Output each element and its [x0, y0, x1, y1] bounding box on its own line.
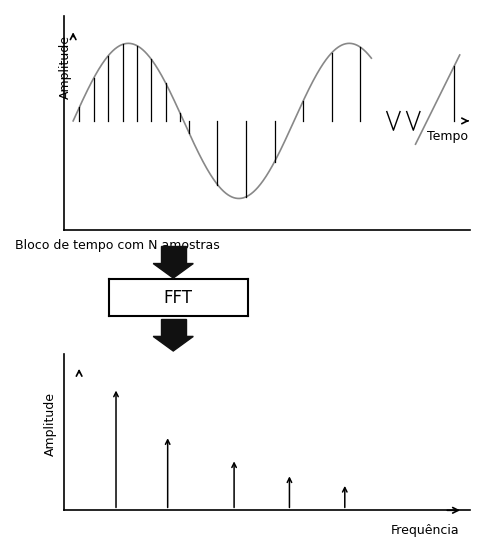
Text: FFT: FFT — [164, 288, 193, 307]
Text: Amplitude: Amplitude — [44, 392, 56, 456]
Text: Bloco de tempo com N amostras: Bloco de tempo com N amostras — [15, 239, 220, 252]
Text: Amplitude: Amplitude — [59, 35, 72, 99]
Text: Frequência: Frequência — [391, 524, 459, 537]
Text: Tempo: Tempo — [428, 130, 468, 143]
